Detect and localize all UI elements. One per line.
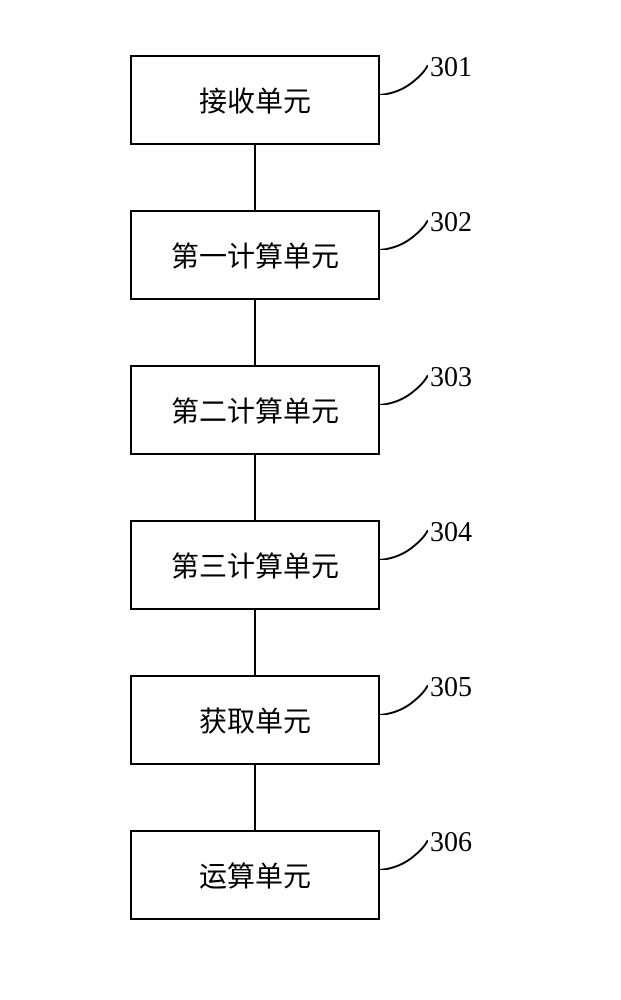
node-third-calc-unit: 第三计算单元 xyxy=(130,520,380,610)
node-label: 第三计算单元 xyxy=(171,545,339,585)
node-second-calc-unit: 第二计算单元 xyxy=(130,365,380,455)
edge-4-5 xyxy=(254,610,256,675)
leader-302 xyxy=(380,220,428,250)
ref-label-304: 304 xyxy=(430,517,472,549)
edge-1-2 xyxy=(254,145,256,210)
leader-301 xyxy=(380,65,428,95)
leader-306 xyxy=(380,840,428,870)
node-label: 获取单元 xyxy=(199,700,311,740)
node-label: 第一计算单元 xyxy=(171,235,339,275)
node-label: 第二计算单元 xyxy=(171,390,339,430)
ref-label-301: 301 xyxy=(430,52,472,84)
ref-label-303: 303 xyxy=(430,362,472,394)
ref-label-306: 306 xyxy=(430,827,472,859)
node-label: 运算单元 xyxy=(199,855,311,895)
edge-5-6 xyxy=(254,765,256,830)
ref-label-305: 305 xyxy=(430,672,472,704)
node-first-calc-unit: 第一计算单元 xyxy=(130,210,380,300)
node-receive-unit: 接收单元 xyxy=(130,55,380,145)
ref-label-302: 302 xyxy=(430,207,472,239)
leader-303 xyxy=(380,375,428,405)
edge-3-4 xyxy=(254,455,256,520)
leader-304 xyxy=(380,530,428,560)
edge-2-3 xyxy=(254,300,256,365)
node-acquire-unit: 获取单元 xyxy=(130,675,380,765)
flowchart-container: 接收单元 第一计算单元 第二计算单元 第三计算单元 获取单元 运算单元 301 … xyxy=(0,0,621,1000)
leader-305 xyxy=(380,685,428,715)
node-label: 接收单元 xyxy=(199,80,311,120)
node-operate-unit: 运算单元 xyxy=(130,830,380,920)
